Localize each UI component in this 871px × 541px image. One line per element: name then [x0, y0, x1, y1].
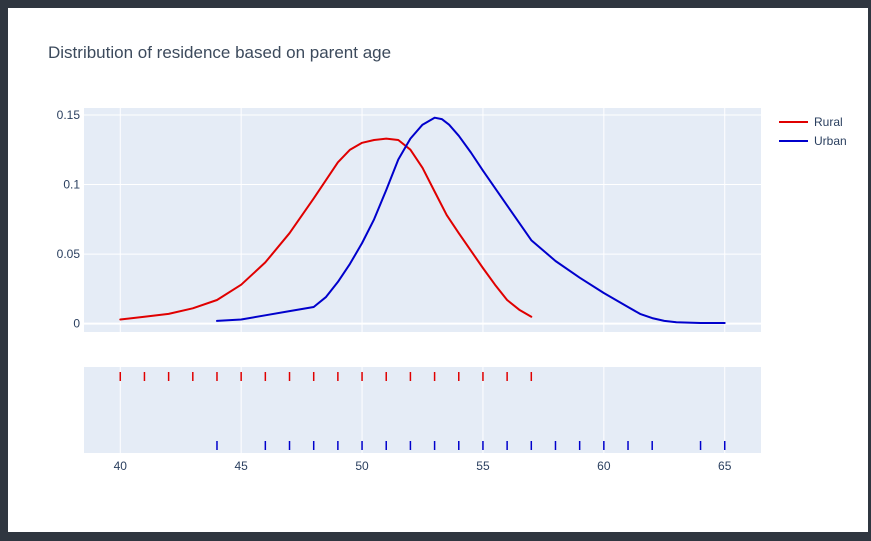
- y-tick-label: 0.1: [63, 178, 80, 192]
- y-tick-labels: 0 0.05 0.1 0.15: [57, 108, 81, 331]
- legend-label-urban: Urban: [814, 134, 847, 148]
- x-tick-label: 50: [355, 459, 369, 473]
- density-line-urban: [216, 116, 726, 324]
- x-tick-label: 40: [114, 459, 128, 473]
- x-tick-label: 55: [476, 459, 490, 473]
- density-gridlines: [84, 108, 761, 332]
- legend-label-rural: Rural: [814, 115, 843, 129]
- y-tick-label: 0.05: [57, 247, 81, 261]
- x-tick-label: 60: [597, 459, 611, 473]
- rug-marks: [119, 372, 726, 450]
- x-tick-label: 45: [234, 459, 248, 473]
- chart-title: Distribution of residence based on paren…: [48, 43, 391, 62]
- rug-gridlines: [119, 367, 726, 453]
- y-tick-label: 0.15: [57, 108, 81, 122]
- chart-svg: Distribution of residence based on paren…: [48, 43, 847, 473]
- plot-container: Distribution of residence based on paren…: [8, 8, 868, 532]
- legend-item-rural[interactable]: Rural: [779, 115, 843, 129]
- density-lines: [119, 116, 726, 324]
- legend-item-urban[interactable]: Urban: [779, 134, 847, 148]
- x-tick-labels: 40 45 50 55 60 65: [114, 459, 732, 473]
- density-line-rural: [119, 137, 533, 321]
- y-tick-label: 0: [73, 317, 80, 331]
- rug-plot-area: [84, 367, 761, 453]
- x-tick-label: 65: [718, 459, 732, 473]
- legend[interactable]: Rural Urban: [779, 115, 847, 148]
- density-plot-area: [84, 108, 761, 332]
